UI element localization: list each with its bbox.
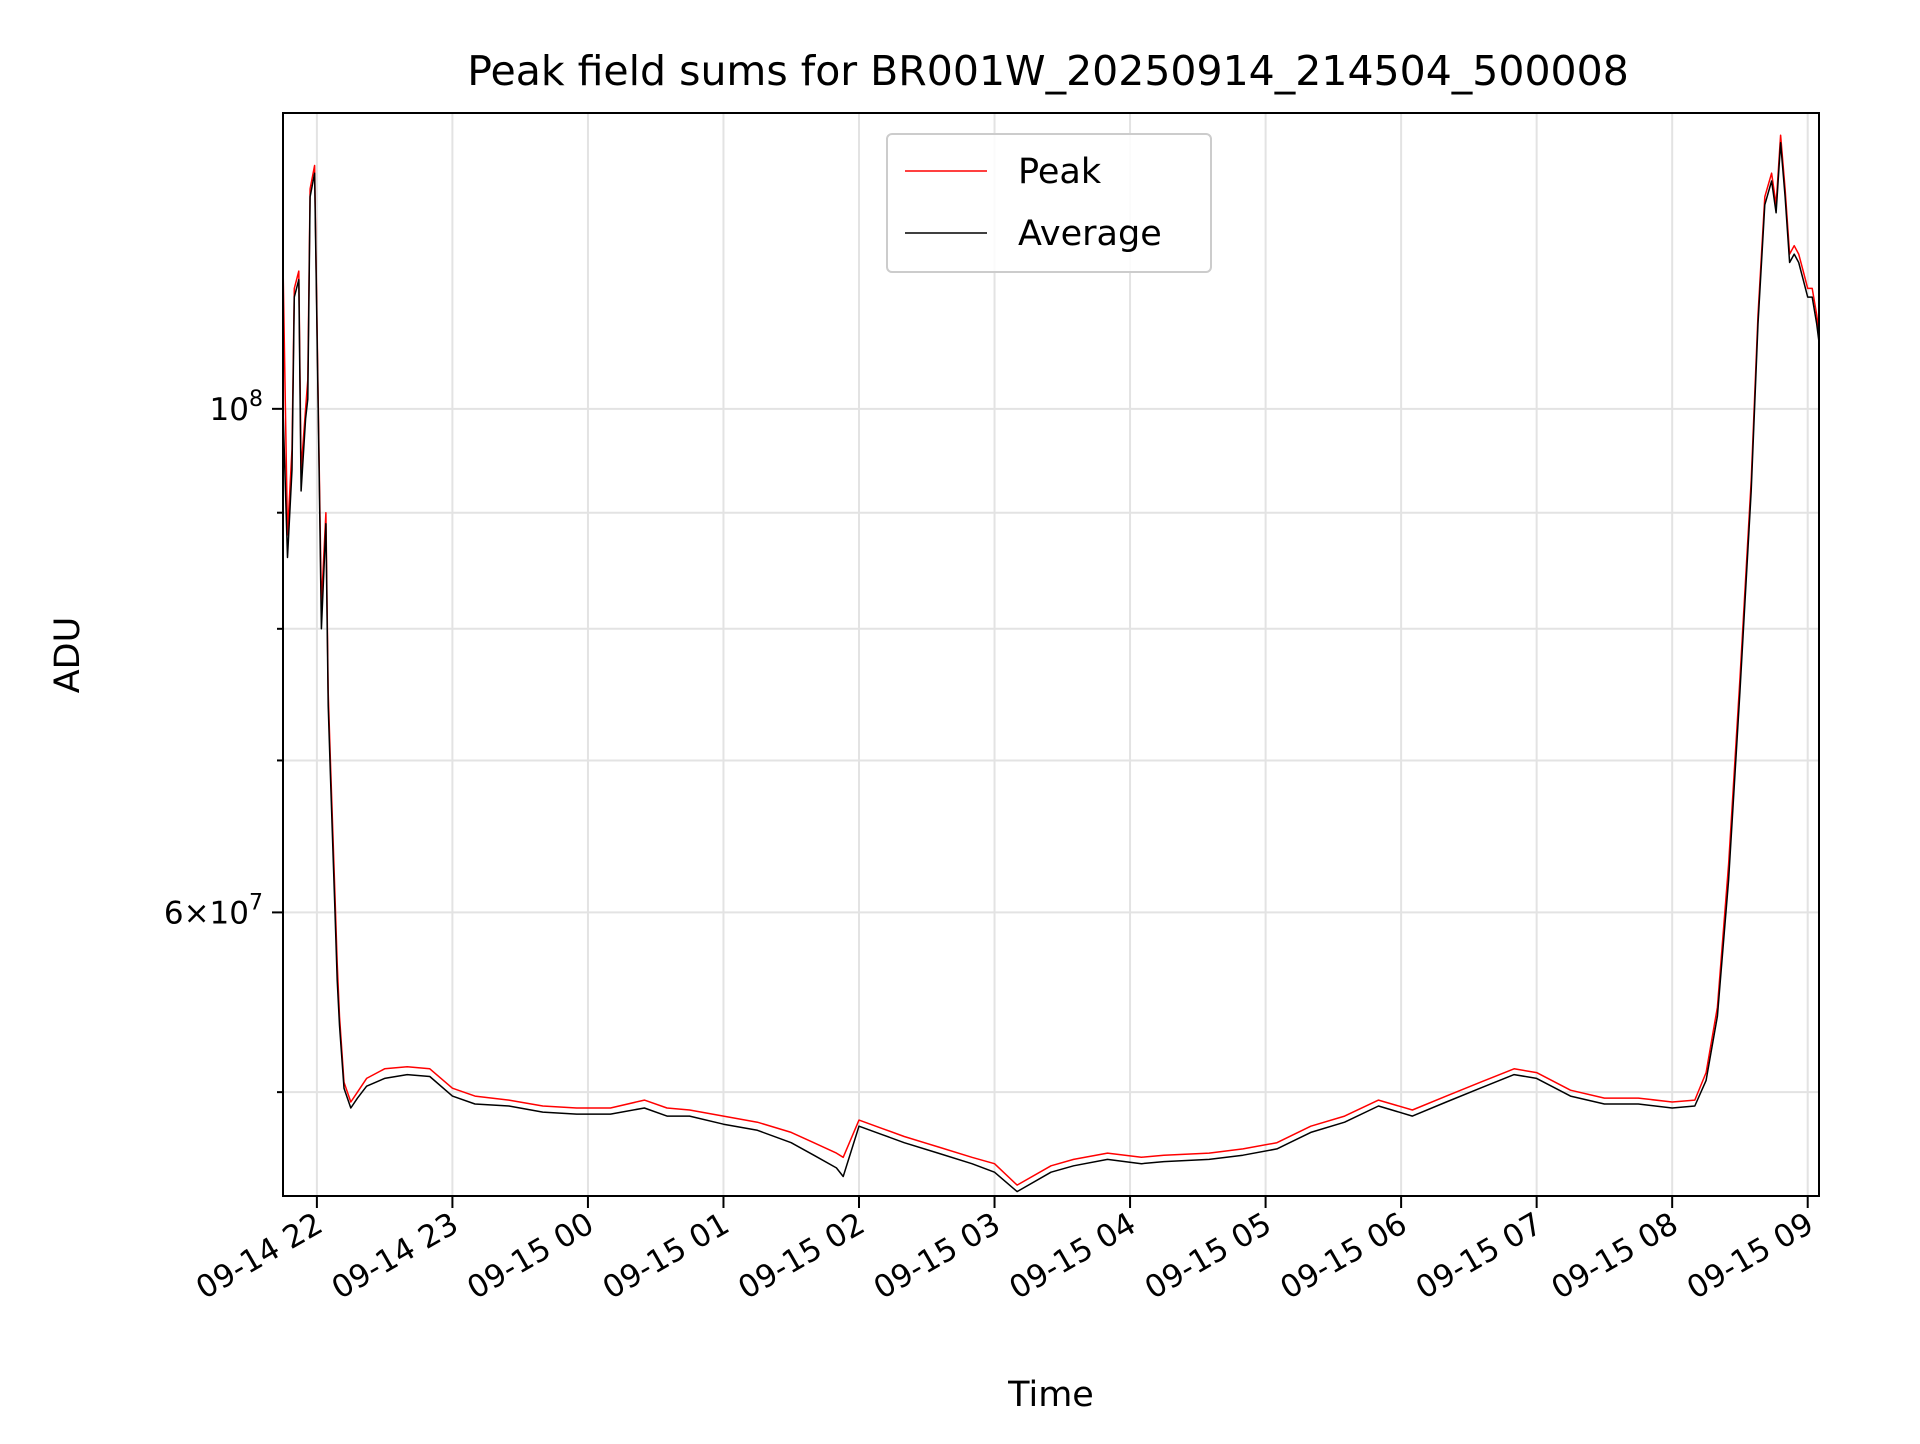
- y-tick-label: 6×107: [164, 890, 263, 931]
- series-layer: [282, 134, 1820, 1193]
- y-tick-label-exponent: 7: [249, 890, 263, 915]
- legend: Peak Average: [886, 133, 1212, 273]
- legend-label-average: Average: [1018, 214, 1162, 254]
- legend-box: [886, 133, 1212, 273]
- chart-title: Peak field sums for BR001W_20250914_2145…: [467, 47, 1629, 95]
- grid: [283, 113, 1819, 1196]
- y-tick-label-exponent: 8: [249, 387, 263, 412]
- plot-frame: [282, 112, 1820, 1197]
- y-axis: 6×107 108: [164, 387, 283, 1094]
- legend-label-peak: Peak: [1018, 152, 1102, 192]
- y-tick-label-base: 10: [210, 392, 249, 428]
- x-axis-label: Time: [1007, 1375, 1094, 1415]
- series-line-average: [282, 141, 1820, 1193]
- y-axis-label: ADU: [48, 617, 88, 694]
- y-tick-label-base: 6×10: [164, 895, 249, 931]
- y-tick-label: 108: [210, 387, 263, 428]
